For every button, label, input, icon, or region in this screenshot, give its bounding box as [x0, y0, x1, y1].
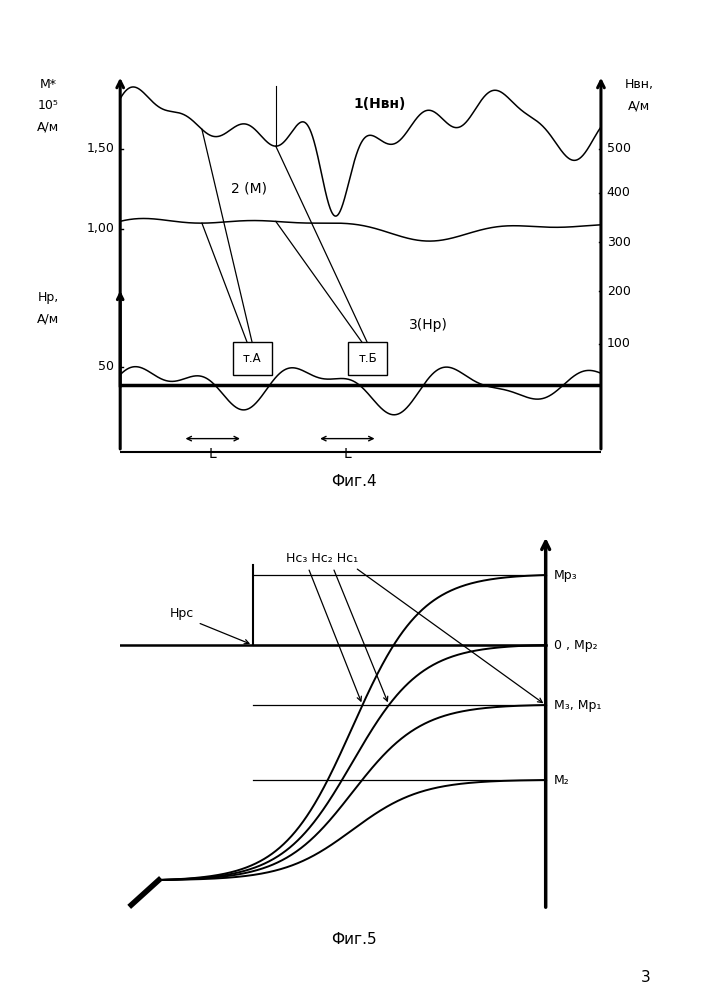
Text: 3: 3 [641, 970, 650, 985]
Text: 200: 200 [607, 285, 631, 298]
Text: 100: 100 [607, 337, 631, 350]
Text: M₂: M₂ [554, 774, 570, 786]
Text: 1,50: 1,50 [86, 142, 115, 155]
Text: Hс₃ Hс₂ Hс₁: Hс₃ Hс₂ Hс₁ [286, 552, 358, 565]
FancyBboxPatch shape [233, 342, 272, 375]
Text: т.Б: т.Б [358, 352, 377, 365]
Text: А/м: А/м [37, 121, 59, 134]
Text: 1,00: 1,00 [86, 222, 115, 235]
Text: А/м: А/м [629, 99, 650, 112]
Text: M₃, Mр₁: M₃, Mр₁ [554, 698, 602, 712]
Text: т.А: т.А [243, 352, 262, 365]
Text: Hвн,: Hвн, [625, 78, 654, 91]
Text: L: L [209, 447, 216, 461]
Text: 400: 400 [607, 186, 631, 199]
Text: 2 (М): 2 (М) [230, 182, 267, 196]
Text: Hрc: Hрc [170, 607, 194, 620]
Text: 1(Hвн): 1(Hвн) [354, 97, 406, 111]
Text: 10⁵: 10⁵ [37, 99, 59, 112]
Text: Фиг.4: Фиг.4 [331, 475, 376, 489]
Text: L: L [343, 447, 351, 461]
Text: 500: 500 [607, 142, 631, 155]
Text: 0 , Mр₂: 0 , Mр₂ [554, 639, 597, 652]
Text: Фиг.5: Фиг.5 [331, 932, 376, 948]
FancyBboxPatch shape [348, 342, 387, 375]
Text: 3(Hр): 3(Hр) [409, 318, 448, 332]
Text: Hр,: Hр, [37, 291, 59, 304]
Text: 50: 50 [98, 360, 115, 373]
Text: M*: M* [40, 78, 57, 91]
Text: Mр₃: Mр₃ [554, 568, 578, 582]
Text: 300: 300 [607, 236, 631, 249]
Text: А/м: А/м [37, 312, 59, 325]
